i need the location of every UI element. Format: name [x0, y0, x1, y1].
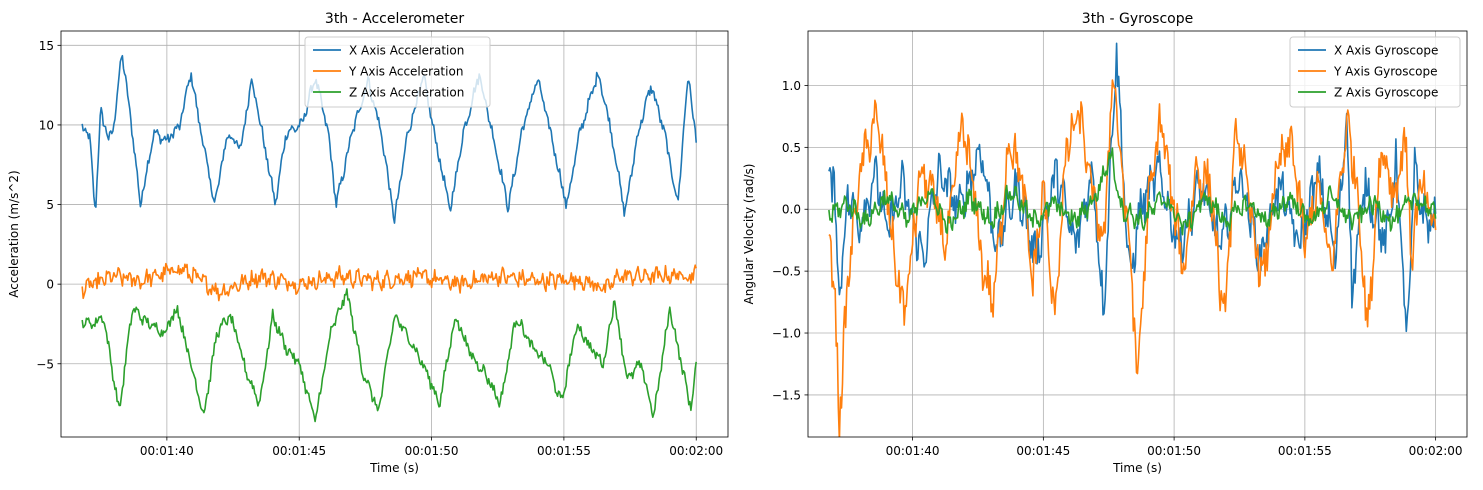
y-tick-label: 5 [46, 198, 54, 212]
plot-frame [807, 30, 1468, 438]
x-tick-label: 00:01:40 [886, 444, 940, 458]
x-axis-label: Time (s) [1112, 461, 1162, 475]
y-axis-label: Acceleration (m/s^2) [7, 170, 21, 297]
x-axis-label: Time (s) [369, 461, 419, 475]
legend-entry: Z Axis Gyroscope [1334, 86, 1438, 100]
x-tick-label: 00:01:45 [1016, 444, 1070, 458]
series-line-y-axis-acceleration [81, 262, 697, 302]
plot-frame [60, 30, 729, 438]
series-line-z-axis-gyroscope [828, 147, 1437, 236]
y-tick-label: −5 [36, 357, 54, 371]
x-tick-label: 00:01:55 [537, 444, 591, 458]
chart-1: 00:01:40 00:01:45 00:01:50 00:01:55 00:02:00… [742, 11, 1468, 475]
series-line-z-axis-acceleration [81, 288, 697, 423]
legend-entry: Y Axis Gyroscope [1333, 65, 1437, 79]
y-tick-label: −0.5 [772, 265, 801, 279]
legend-box [1289, 36, 1461, 108]
x-tick-label: 00:02:00 [669, 444, 723, 458]
series-line-x-axis-gyroscope [828, 42, 1437, 333]
x-tick-label: 00:01:45 [272, 444, 326, 458]
legend-box [304, 36, 491, 108]
legend-entry: X Axis Acceleration [349, 44, 464, 58]
chart-title: 3th - Gyroscope [1082, 11, 1193, 27]
x-tick-label: 00:01:50 [1147, 444, 1201, 458]
legend: X Axis Gyroscope Y Axis Gyroscope Z Axis G… [1289, 36, 1461, 108]
series-line-x-axis-acceleration [81, 54, 697, 224]
y-tick-label: 0.0 [782, 203, 801, 217]
y-tick-label: 1.0 [782, 79, 801, 93]
x-tick-label: 00:01:40 [140, 444, 194, 458]
y-tick-label: 15 [39, 39, 54, 53]
chart-title: 3th - Accelerometer [325, 11, 464, 27]
x-tick-label: 00:01:50 [405, 444, 459, 458]
legend-entry: X Axis Gyroscope [1334, 44, 1438, 58]
y-tick-label: 0 [46, 278, 54, 292]
y-tick-label: −1.0 [772, 327, 801, 341]
series-line-y-axis-gyroscope [828, 79, 1437, 437]
y-tick-label: −1.5 [772, 388, 801, 402]
chart-0: 00:01:40 00:01:45 00:01:50 00:01:55 00:02:00… [7, 11, 729, 475]
legend-entry: Z Axis Acceleration [349, 86, 464, 100]
legend: X Axis Acceleration Y Axis Acceleration Z … [304, 36, 491, 108]
y-axis-label: Angular Velocity (rad/s) [742, 164, 756, 305]
y-tick-label: 0.5 [782, 141, 801, 155]
y-tick-label: 10 [39, 118, 54, 132]
x-tick-label: 00:02:00 [1409, 444, 1463, 458]
legend-entry: Y Axis Acceleration [348, 65, 463, 79]
x-tick-label: 00:01:55 [1278, 444, 1332, 458]
